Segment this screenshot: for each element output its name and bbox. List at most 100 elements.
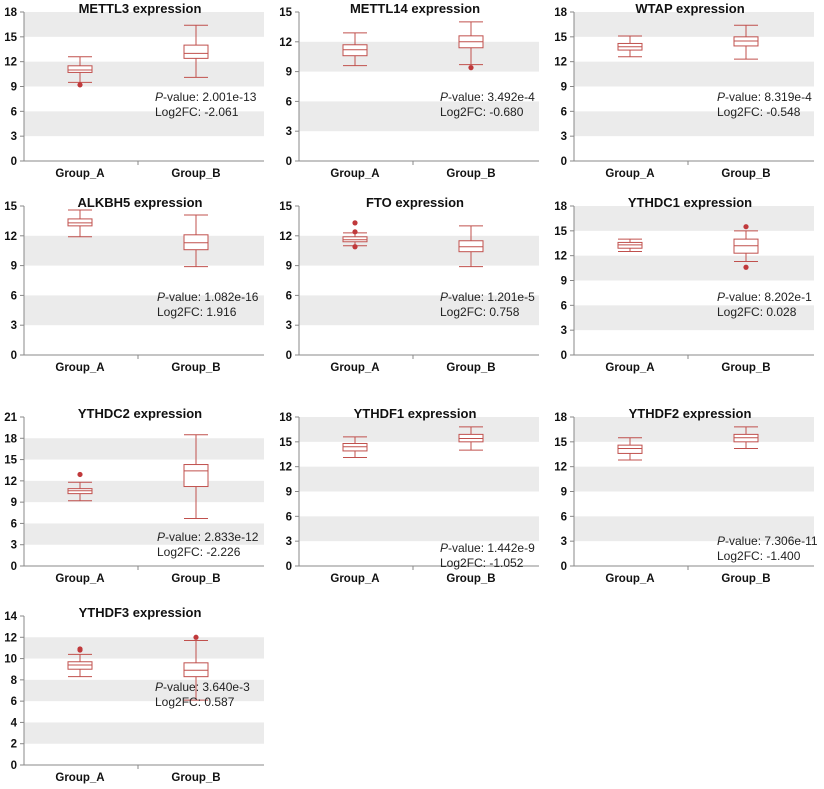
chart-panel: WTAP expression 0 3 6 9 12 15 18 Group_A Group_B P… bbox=[554, 1, 814, 180]
x-tick-label: Group_B bbox=[171, 573, 220, 585]
y-tick-label: 21 bbox=[4, 412, 17, 424]
p-label-rest: -value: 8.319e-4 bbox=[725, 90, 812, 104]
p-label-rest: -value: 8.202e-1 bbox=[725, 290, 812, 304]
chart-panel: YTHDC1 expression 0 3 6 9 12 15 18 Group_A Group_… bbox=[554, 195, 814, 374]
p-label: P bbox=[157, 530, 165, 544]
outlier-point bbox=[468, 65, 474, 71]
y-tick-label: 15 bbox=[4, 201, 17, 213]
chart-title: METTL14 expression bbox=[350, 1, 480, 16]
grid-band bbox=[24, 480, 264, 503]
x-tick-label: Group_B bbox=[721, 362, 770, 374]
y-tick-label: 14 bbox=[4, 611, 17, 623]
box-group-a bbox=[617, 437, 643, 461]
chart-title: YTHDF1 expression bbox=[354, 406, 477, 421]
y-tick-label: 9 bbox=[11, 497, 17, 509]
grid-band bbox=[299, 101, 539, 132]
grid-band bbox=[574, 255, 814, 281]
grid-band bbox=[24, 438, 264, 460]
y-tick-label: 0 bbox=[11, 760, 17, 772]
box-group-a bbox=[67, 209, 93, 238]
outlier-point bbox=[352, 244, 358, 250]
y-tick-label: 6 bbox=[286, 511, 292, 523]
y-tick-label: 6 bbox=[11, 106, 17, 118]
chart-title: FTO expression bbox=[366, 195, 464, 210]
y-tick-label: 12 bbox=[4, 231, 17, 243]
y-tick-label: 12 bbox=[279, 462, 292, 474]
x-tick-label: Group_B bbox=[446, 168, 495, 180]
iqr-box bbox=[617, 444, 643, 454]
outlier-point bbox=[743, 224, 749, 230]
iqr-box bbox=[183, 464, 209, 488]
box-group-a bbox=[617, 238, 643, 253]
y-tick-label: 0 bbox=[561, 156, 567, 168]
box-group-a bbox=[67, 56, 93, 88]
chart-panel: YTHDC2 expression 0 3 6 9 12 15 18 21 Group_A Grou… bbox=[4, 406, 264, 585]
p-label-rest: -value: 2.833e-12 bbox=[165, 530, 259, 544]
y-tick-label: 15 bbox=[279, 437, 292, 449]
p-label: P bbox=[440, 290, 448, 304]
y-tick-label: 12 bbox=[279, 37, 292, 49]
y-tick-label: 8 bbox=[11, 675, 18, 687]
x-tick-label: Group_A bbox=[605, 362, 654, 374]
y-tick-label: 3 bbox=[561, 131, 567, 143]
y-tick-label: 18 bbox=[4, 7, 17, 19]
y-tick-label: 6 bbox=[561, 106, 567, 118]
chart-panel: YTHDF3 expression 0 2 4 6 8 10 12 14 Group_A Group… bbox=[4, 605, 264, 784]
x-tick-label: Group_A bbox=[330, 573, 379, 585]
y-tick-label: 12 bbox=[4, 57, 17, 69]
box-group-a bbox=[617, 35, 643, 58]
p-label: P bbox=[157, 290, 165, 304]
outlier-point bbox=[77, 646, 83, 652]
p-value-annotation: P-value: 2.833e-12 bbox=[157, 530, 259, 544]
chart-panel: YTHDF2 expression 0 3 6 9 12 15 18 Group_A Group_… bbox=[554, 406, 818, 585]
grid-band bbox=[24, 637, 264, 659]
y-tick-label: 0 bbox=[561, 561, 567, 573]
x-tick-label: Group_B bbox=[171, 362, 220, 374]
grid-band bbox=[24, 722, 264, 744]
grid-band bbox=[24, 679, 264, 702]
y-tick-label: 15 bbox=[4, 32, 17, 44]
chart-panel: METTL14 expression 0 3 6 9 12 15 Group_A Group_B… bbox=[279, 1, 539, 180]
y-tick-label: 18 bbox=[554, 7, 567, 19]
x-tick-label: Group_A bbox=[330, 168, 379, 180]
y-tick-label: 3 bbox=[286, 320, 292, 332]
y-tick-label: 2 bbox=[11, 739, 17, 751]
grid-band bbox=[24, 12, 264, 37]
y-tick-label: 15 bbox=[554, 437, 567, 449]
outlier-point bbox=[77, 471, 83, 478]
box-group-b bbox=[183, 634, 209, 701]
y-tick-label: 12 bbox=[4, 476, 17, 488]
chart-panel: YTHDF1 expression 0 3 6 9 12 15 18 Group_A Group_… bbox=[279, 406, 539, 585]
y-tick-label: 18 bbox=[554, 201, 567, 213]
y-tick-label: 4 bbox=[11, 717, 18, 729]
y-tick-label: 9 bbox=[11, 261, 17, 273]
box-group-b bbox=[183, 434, 209, 519]
p-value-annotation: P-value: 8.202e-1 bbox=[717, 290, 812, 304]
y-tick-label: 15 bbox=[4, 455, 17, 467]
p-value-annotation: P-value: 1.082e-16 bbox=[157, 290, 259, 304]
box-group-b bbox=[733, 426, 759, 449]
y-tick-label: 0 bbox=[11, 561, 17, 573]
y-tick-label: 6 bbox=[561, 300, 567, 312]
y-tick-label: 9 bbox=[561, 487, 567, 499]
p-label-rest: -value: 7.306e-11 bbox=[725, 534, 818, 548]
y-tick-label: 9 bbox=[561, 82, 567, 94]
y-tick-label: 3 bbox=[286, 536, 292, 548]
chart-title: YTHDC2 expression bbox=[78, 406, 202, 421]
log2fc-annotation: Log2FC: -0.680 bbox=[440, 105, 524, 119]
p-label: P bbox=[155, 680, 163, 694]
p-label: P bbox=[155, 90, 163, 104]
log2fc-annotation: Log2FC: 1.916 bbox=[157, 305, 237, 319]
p-label-rest: -value: 1.442e-9 bbox=[448, 541, 535, 555]
x-tick-label: Group_B bbox=[446, 573, 495, 585]
box-group-b bbox=[458, 21, 484, 71]
iqr-box bbox=[183, 662, 209, 678]
grid-band bbox=[299, 417, 539, 442]
y-tick-label: 0 bbox=[11, 156, 17, 168]
chart-title: YTHDF2 expression bbox=[629, 406, 752, 421]
grid-band bbox=[299, 295, 539, 326]
grid-band bbox=[574, 305, 814, 331]
grid-band bbox=[24, 523, 264, 545]
grid-band bbox=[24, 295, 264, 326]
